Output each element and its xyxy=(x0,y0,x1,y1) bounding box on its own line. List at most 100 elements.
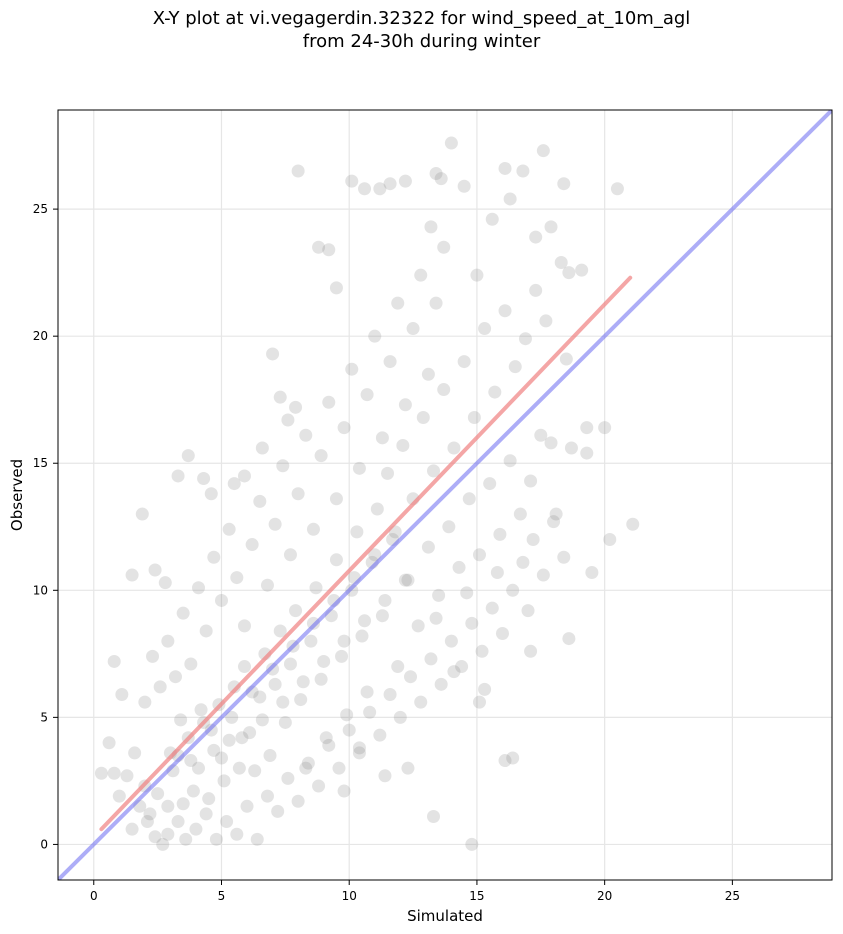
scatter-point xyxy=(237,469,251,483)
scatter-point xyxy=(107,766,121,780)
grid-layer xyxy=(58,110,832,880)
scatter-point xyxy=(237,660,251,674)
scatter-point xyxy=(125,568,139,582)
scatter-point xyxy=(143,807,157,821)
scatter-point xyxy=(485,601,499,615)
scatter-point xyxy=(485,212,499,226)
scatter-point xyxy=(493,527,507,541)
identity-line xyxy=(58,110,832,880)
lines-layer xyxy=(58,110,832,880)
scatter-point xyxy=(373,728,387,742)
scatter-point xyxy=(429,296,443,310)
scatter-point xyxy=(381,466,395,480)
scatter-point xyxy=(296,675,310,689)
scatter-point xyxy=(506,751,520,765)
scatter-point xyxy=(329,553,343,567)
scatter-point xyxy=(281,413,295,427)
scatter-point xyxy=(214,593,228,607)
scatter-point xyxy=(352,461,366,475)
scatter-point xyxy=(291,164,305,178)
scatter-point xyxy=(350,525,364,539)
scatter-point xyxy=(107,654,121,668)
scatter-point xyxy=(559,352,573,366)
scatter-point xyxy=(444,136,458,150)
scatter-point xyxy=(475,644,489,658)
scatter-point xyxy=(94,766,108,780)
scatter-point xyxy=(521,604,535,618)
scatter-point xyxy=(243,726,257,740)
scatter-point xyxy=(516,164,530,178)
scatter-point xyxy=(554,255,568,269)
scatter-point xyxy=(263,748,277,762)
scatter-point xyxy=(498,754,512,768)
scatter-point xyxy=(534,428,548,442)
scatter-point xyxy=(299,761,313,775)
scatter-point xyxy=(207,550,221,564)
scatter-point xyxy=(184,754,198,768)
scatter-point xyxy=(276,459,290,473)
x-tick-label: 10 xyxy=(342,889,357,903)
scatter-point xyxy=(368,548,382,562)
scatter-point xyxy=(340,708,354,722)
scatter-point xyxy=(158,576,172,590)
scatter-point xyxy=(322,395,336,409)
scatter-point xyxy=(345,362,359,376)
scatter-point xyxy=(174,713,188,727)
scatter-point xyxy=(283,657,297,671)
scatter-point xyxy=(447,441,461,455)
scatter-point xyxy=(391,660,405,674)
scatter-point xyxy=(375,431,389,445)
scatter-point xyxy=(444,634,458,648)
scatter-point xyxy=(260,789,274,803)
scatter-point xyxy=(434,172,448,186)
scatter-point xyxy=(610,182,624,196)
scatter-point xyxy=(227,477,241,491)
points-layer xyxy=(94,136,640,851)
scatter-point xyxy=(626,517,640,531)
scatter-point xyxy=(184,657,198,671)
scatter-point xyxy=(352,746,366,760)
scatter-point xyxy=(102,736,116,750)
scatter-point xyxy=(406,322,420,336)
x-tick-label: 0 xyxy=(90,889,98,903)
scatter-point xyxy=(465,616,479,630)
scatter-point xyxy=(495,626,509,640)
scatter-point xyxy=(465,837,479,851)
scatter-point xyxy=(442,520,456,534)
scatter-point xyxy=(498,304,512,318)
scatter-point xyxy=(401,761,415,775)
scatter-point xyxy=(135,507,149,521)
scatter-point xyxy=(544,220,558,234)
scatter-point xyxy=(524,644,538,658)
scatter-point xyxy=(467,410,481,424)
scatter-point xyxy=(337,784,351,798)
scatter-point xyxy=(472,695,486,709)
scatter-point xyxy=(526,532,540,546)
scatter-point xyxy=(214,751,228,765)
scatter-point xyxy=(529,283,543,297)
scatter-point xyxy=(232,761,246,775)
scatter-point xyxy=(207,743,221,757)
scatter-point xyxy=(291,487,305,501)
scatter-point xyxy=(112,789,126,803)
scatter-point xyxy=(337,421,351,435)
scatter-point xyxy=(179,832,193,846)
scatter-point xyxy=(503,192,517,206)
scatter-point xyxy=(138,695,152,709)
scatter-point xyxy=(250,832,264,846)
scatter-point xyxy=(457,355,471,369)
scatter-point xyxy=(434,677,448,691)
scatter-point xyxy=(398,573,412,587)
scatter-point xyxy=(383,177,397,191)
scatter-point xyxy=(281,771,295,785)
scatter-point xyxy=(176,606,190,620)
scatter-point xyxy=(460,586,474,600)
scatter-point xyxy=(378,593,392,607)
scatter-point xyxy=(506,583,520,597)
scatter-point xyxy=(363,705,377,719)
scatter-point xyxy=(194,703,208,717)
scatter-point xyxy=(329,281,343,295)
scatter-point xyxy=(312,779,326,793)
scatter-point xyxy=(360,685,374,699)
scatter-point xyxy=(337,634,351,648)
